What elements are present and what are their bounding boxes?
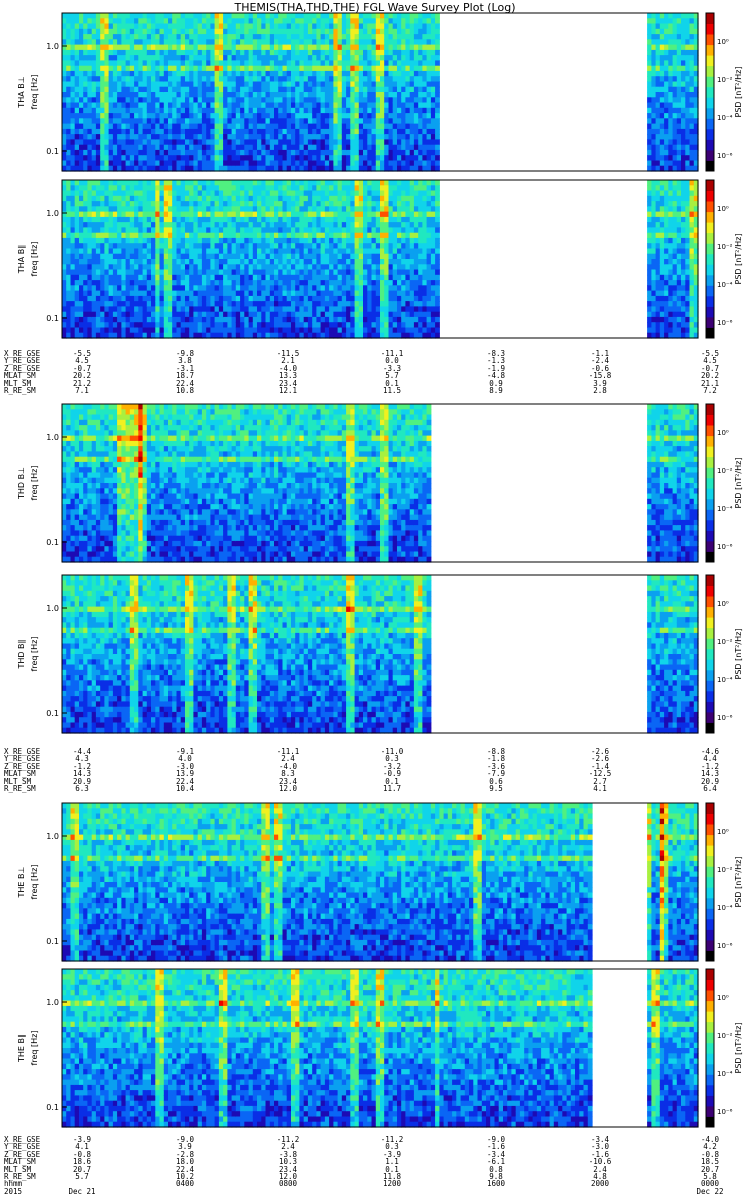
- colorbar-tick-label: 10⁻²: [717, 866, 733, 874]
- colorbar-tick-label: 10⁰: [717, 38, 729, 46]
- orbit-column: -2.6 -2.6 -1.4 -12.5 2.7 4.1: [580, 748, 620, 792]
- colorbar-tick-label: 10⁻⁶: [717, 152, 733, 160]
- orbit-labels: X_RE_GSE Y_RE_GSE Z_RE_GSE MLAT_SM MLT_S…: [4, 350, 40, 394]
- y-tick-label: 0.1: [46, 314, 59, 323]
- orbit-column: -9.0 3.9 -2.8 18.0 22.4 10.2 0400: [165, 1136, 205, 1188]
- colorbar-tick-label: 10⁻⁶: [717, 1108, 733, 1116]
- colorbar-tick-label: 10⁻⁴: [717, 904, 733, 912]
- colorbar-tick-label: 10⁻⁶: [717, 942, 733, 950]
- y-axis-label: THA B∥: [17, 245, 26, 274]
- orbit-column: -4.6 4.4 -1.2 14.3 20.9 6.4: [690, 748, 730, 792]
- colorbar-label: PSD [nT²/Hz]: [734, 458, 743, 509]
- colorbar-tick-label: 10⁻⁴: [717, 281, 733, 289]
- colorbar-tick-label: 10⁻⁶: [717, 714, 733, 722]
- orbit-column: -11.2 0.3 -3.9 1.1 0.1 11.8 1200: [372, 1136, 412, 1188]
- colorbar: [706, 969, 714, 1128]
- colorbar-tick-label: 10⁰: [717, 600, 729, 608]
- colorbar-tick-label: 10⁰: [717, 994, 729, 1002]
- colorbar-tick-label: 10⁻²: [717, 1032, 733, 1040]
- spectrogram-tha-0: [62, 13, 699, 172]
- orbit-column: -5.5 4.5 -0.7 20.2 21.1 7.2: [690, 350, 730, 394]
- colorbar: [706, 575, 714, 734]
- y-tick-label: 1.0: [46, 42, 59, 51]
- y-tick-label: 1.0: [46, 604, 59, 613]
- orbit-column: -9.8 3.8 -3.1 18.7 22.4 10.8: [165, 350, 205, 394]
- y-axis-label: THA B⊥: [17, 76, 26, 108]
- orbit-column: -3.4 -3.0 -1.6 -10.6 2.4 4.8 2000: [580, 1136, 620, 1188]
- orbit-column: -11.5 2.1 -4.0 13.3 23.4 12.1: [268, 350, 308, 394]
- spectrogram-thd-0: [62, 404, 699, 563]
- orbit-column: -4.4 4.3 -1.2 14.3 20.9 6.3: [62, 748, 102, 792]
- y-tick-label: 1.0: [46, 209, 59, 218]
- orbit-column: -9.0 -1.6 -3.4 -6.1 0.8 9.8 1600: [476, 1136, 516, 1188]
- colorbar-tick-label: 10⁻²: [717, 467, 733, 475]
- y-tick-label: 0.1: [46, 147, 59, 156]
- y-axis-unit-label: freq [Hz]: [30, 637, 39, 672]
- orbit-column: -3.9 4.1 -0.8 18.6 20.7 5.7 Dec 21: [62, 1136, 102, 1195]
- y-axis-unit-label: freq [Hz]: [30, 1031, 39, 1066]
- orbit-column: -11.1 0.0 -3.3 5.7 0.1 11.5: [372, 350, 412, 394]
- orbit-column: -4.0 4.2 -0.8 18.5 20.7 5.8 0000 Dec 22: [690, 1136, 730, 1195]
- y-axis-label: THD B⊥: [17, 467, 26, 500]
- colorbar-tick-label: 10⁰: [717, 429, 729, 437]
- y-axis-label: THE B⊥: [17, 866, 26, 898]
- orbit-column: -11.1 2.4 -4.0 8.3 23.4 12.0: [268, 748, 308, 792]
- y-tick-label: 0.1: [46, 709, 59, 718]
- colorbar-tick-label: 10⁻²: [717, 243, 733, 251]
- orbit-labels: X_RE_GSE Y_RE_GSE Z_RE_GSE MLAT_SM MLT_S…: [4, 748, 40, 792]
- orbit-column: -5.5 4.5 -0.7 20.2 21.2 7.1: [62, 350, 102, 394]
- colorbar-tick-label: 10⁻²: [717, 76, 733, 84]
- colorbar-tick-label: 10⁻⁴: [717, 1070, 733, 1078]
- colorbar: [706, 180, 714, 339]
- colorbar-tick-label: 10⁻⁶: [717, 319, 733, 327]
- y-axis-label: THD B∥: [17, 639, 26, 669]
- y-tick-label: 0.1: [46, 937, 59, 946]
- colorbar: [706, 404, 714, 563]
- colorbar-label: PSD [nT²/Hz]: [734, 234, 743, 285]
- colorbar: [706, 803, 714, 962]
- spectrogram-the-0: [62, 803, 699, 962]
- colorbar-tick-label: 10⁰: [717, 828, 729, 836]
- y-tick-label: 0.1: [46, 538, 59, 547]
- spectrogram-tha-1: [62, 180, 699, 339]
- y-axis-unit-label: freq [Hz]: [30, 75, 39, 110]
- orbit-column: -1.1 -2.4 -0.6 -15.8 3.9 2.8: [580, 350, 620, 394]
- colorbar-label: PSD [nT²/Hz]: [734, 1023, 743, 1074]
- y-tick-label: 1.0: [46, 433, 59, 442]
- orbit-column: -8.3 -1.3 -1.9 -4.8 0.9 8.9: [476, 350, 516, 394]
- orbit-column: -11.2 2.4 -3.8 10.3 23.4 12.0 0800: [268, 1136, 308, 1188]
- y-axis-label: THE B∥: [17, 1034, 26, 1063]
- colorbar-tick-label: 10⁻⁴: [717, 676, 733, 684]
- colorbar-tick-label: 10⁻⁴: [717, 114, 733, 122]
- colorbar-tick-label: 10⁻²: [717, 638, 733, 646]
- y-tick-label: 1.0: [46, 832, 59, 841]
- colorbar-tick-label: 10⁻⁶: [717, 543, 733, 551]
- colorbar: [706, 13, 714, 172]
- spectrogram-the-1: [62, 969, 699, 1128]
- colorbar-label: PSD [nT²/Hz]: [734, 857, 743, 908]
- y-axis-unit-label: freq [Hz]: [30, 865, 39, 900]
- colorbar-label: PSD [nT²/Hz]: [734, 629, 743, 680]
- orbit-labels: X_RE_GSE Y_RE_GSE Z_RE_GSE MLAT_SM MLT_S…: [4, 1136, 40, 1195]
- y-tick-label: 0.1: [46, 1103, 59, 1112]
- colorbar-label: PSD [nT²/Hz]: [734, 67, 743, 118]
- orbit-column: -8.8 -1.8 -3.6 -7.9 0.6 9.5: [476, 748, 516, 792]
- orbit-column: -11.0 0.3 -3.2 -0.9 0.1 11.7: [372, 748, 412, 792]
- colorbar-tick-label: 10⁻⁴: [717, 505, 733, 513]
- orbit-column: -9.1 4.0 -3.0 13.9 22.4 10.4: [165, 748, 205, 792]
- y-axis-unit-label: freq [Hz]: [30, 242, 39, 277]
- y-tick-label: 1.0: [46, 998, 59, 1007]
- colorbar-tick-label: 10⁰: [717, 205, 729, 213]
- y-axis-unit-label: freq [Hz]: [30, 466, 39, 501]
- spectrogram-thd-1: [62, 575, 699, 734]
